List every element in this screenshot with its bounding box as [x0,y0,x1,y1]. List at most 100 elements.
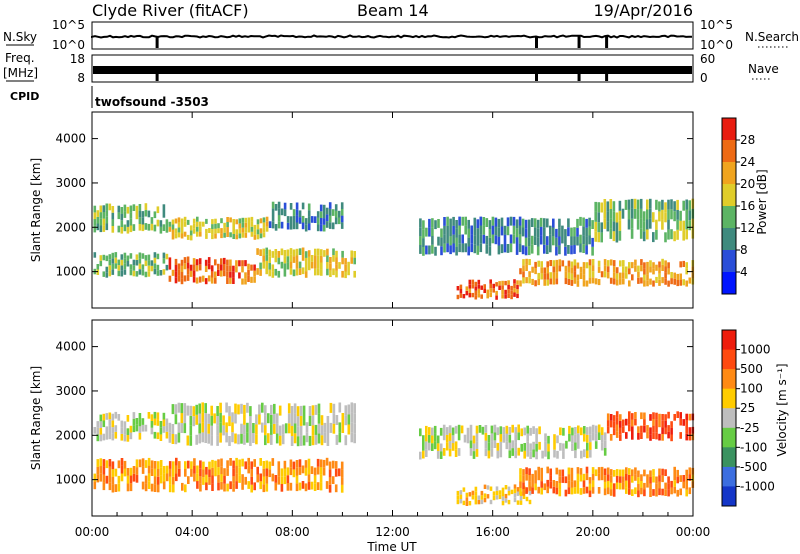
range-cell [256,474,259,483]
range-cell [634,418,637,426]
range-cell [332,403,336,414]
range-cell [271,473,275,482]
range-cell [504,498,508,503]
range-cell [138,204,142,211]
range-cell [679,488,682,496]
range-cell [228,406,231,417]
range-cell [431,443,434,451]
range-cell [609,199,613,209]
range-cell [419,451,422,460]
range-cell [232,229,235,234]
range-cell [322,224,326,232]
range-cell [685,219,688,230]
range-cell [479,216,483,226]
range-cell [207,433,210,444]
range-cell [546,279,549,286]
range-cell [537,260,540,267]
range-cell [298,467,302,475]
range-cell [428,245,431,255]
range-cell [353,257,356,265]
range-cell [546,267,549,274]
range-cell [168,461,172,469]
range-cell [275,433,279,444]
range-cell [634,474,637,481]
range-cell [664,482,667,490]
range-cell [171,424,175,434]
range-cell [471,292,475,298]
range-cell [531,480,534,488]
range-cell [253,270,256,277]
range-cell [210,415,213,426]
range-cell [305,432,309,443]
range-cell [207,257,211,264]
range-cell [658,468,661,476]
range-cell [480,499,484,505]
range-cell [585,473,589,481]
range-cell [422,442,425,451]
range-cell [649,414,652,421]
range-cell [289,203,293,210]
range-cell [232,476,235,484]
colorbar-tick-label: 25 [740,401,755,415]
station-title: Clyde River (fitACF) [92,1,249,20]
range-cell [325,214,329,222]
range-cell [679,279,682,286]
range-cell [175,473,178,482]
range-cell [496,450,500,459]
range-cell [123,224,127,232]
range-cell [295,215,299,223]
range-cell [317,248,320,256]
range-cell [180,423,184,433]
range-cell [340,461,344,470]
range-cell [567,487,571,495]
range-cell [567,278,571,285]
range-cell [464,216,467,226]
range-cell [238,260,241,267]
range-cell [232,460,235,469]
range-cell [265,226,269,232]
range-cell [547,435,550,444]
range-cell [120,427,124,434]
range-cell [211,224,214,230]
range-cell [443,243,446,253]
range-cell [606,474,610,481]
range-cell [419,428,422,437]
range-cell [141,211,145,218]
range-cell [132,265,136,271]
range-cell [594,469,598,477]
range-cell [603,447,607,456]
range-cell [486,485,490,490]
range-cell [586,450,589,459]
range-cell [603,432,607,441]
range-cell [503,243,507,253]
range-cell [240,433,243,444]
range-cell [114,411,118,419]
range-cell [516,280,519,285]
range-cell [253,459,256,467]
range-cell [168,422,172,433]
range-cell [685,229,688,240]
range-cell [264,425,267,436]
range-cell [449,245,452,255]
range-cell [528,474,531,482]
range-cell [556,450,559,459]
range-cell [468,501,472,506]
range-cell [433,425,437,434]
range-cell [589,434,592,443]
time-axis-label: Time UT [366,540,417,554]
range-cell [442,424,446,433]
range-cell [658,261,661,268]
range-cell [489,486,493,491]
range-cell [556,435,559,444]
range-cell [479,243,483,253]
range-cell [523,450,526,459]
range-cell [512,225,516,235]
range-cell [123,263,127,270]
range-cell [622,272,625,279]
range-cell [262,248,265,256]
range-cell [688,210,691,221]
range-cell [135,474,139,483]
range-cell [499,441,503,450]
colorbar-swatch [722,206,736,229]
range-cell [184,468,187,477]
